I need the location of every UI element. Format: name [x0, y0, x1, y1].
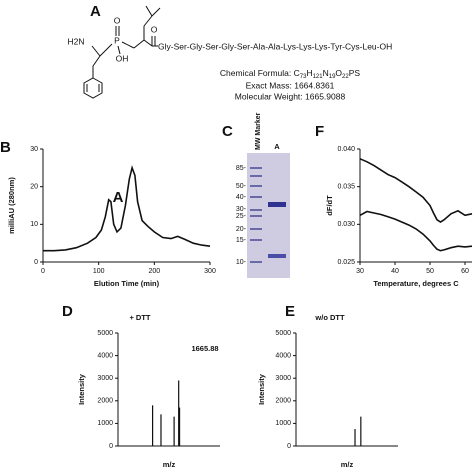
- y-tick-label: 2000: [275, 398, 291, 405]
- x-tick-label: 30: [356, 268, 364, 275]
- x-axis-label: m/z: [163, 460, 176, 469]
- formula-part: 19: [329, 74, 336, 80]
- y-tick-label: 0.030: [337, 221, 355, 228]
- panel-letter: C: [222, 123, 233, 140]
- y-tick-label: 10: [30, 221, 38, 228]
- lane-label: A: [274, 142, 280, 151]
- formula-part: N: [323, 68, 329, 78]
- peptide-sequence: Gly-Ser-Gly-Ser-Gly-Ser-Ala-Ala-Lys-Lys-…: [158, 41, 392, 51]
- y-tick-label: 3000: [275, 375, 291, 382]
- sample-band: [268, 202, 286, 207]
- y-tick-label: 4000: [275, 352, 291, 359]
- formula-part: 22: [342, 74, 349, 80]
- data-line: [43, 165, 211, 252]
- x-tick-label: 200: [148, 268, 160, 275]
- y-tick-label: 30: [30, 146, 38, 153]
- data-line: [359, 158, 473, 224]
- y-tick-label: 0: [109, 443, 113, 450]
- y-tick-label: 5000: [275, 330, 291, 337]
- y-axis-label: dF/dT: [325, 195, 334, 216]
- lane-label: MW Marker: [255, 112, 262, 150]
- marker-label: 40-: [236, 194, 247, 201]
- panel-letter: E: [285, 303, 295, 320]
- panel-letter: B: [0, 139, 11, 156]
- molecular-weight: Molecular Weight: 1665.9088: [235, 91, 346, 101]
- atom: O: [151, 24, 158, 34]
- panel-letter: D: [62, 303, 73, 320]
- formula-part: PS: [349, 68, 361, 78]
- y-axis-label: milliAU (280nm): [7, 177, 16, 234]
- marker-label: 10-: [236, 259, 247, 266]
- formula-part: 121: [313, 74, 324, 80]
- y-tick-label: 0: [34, 259, 38, 266]
- marker-label: 15-: [236, 237, 247, 244]
- chart-title: + DTT: [129, 313, 150, 322]
- y-tick-label: 2000: [97, 398, 113, 405]
- marker-label: 85-: [236, 165, 247, 172]
- y-tick-label: 1000: [97, 420, 113, 427]
- annotation: 1665.88: [191, 344, 218, 353]
- y-tick-label: 0.040: [337, 146, 355, 153]
- marker-label: 50-: [236, 183, 247, 190]
- panel-letter: F: [315, 123, 324, 140]
- x-tick-label: 50: [426, 268, 434, 275]
- exact-mass: Exact Mass: 1664.8361: [246, 80, 335, 90]
- y-tick-label: 0: [287, 443, 291, 450]
- formula: Chemical Formula: C73H121N19O22PS: [220, 68, 360, 79]
- structure: [83, 5, 161, 99]
- y-tick-label: 4000: [97, 352, 113, 359]
- x-tick-label: 100: [93, 268, 105, 275]
- formula-part: H: [306, 68, 312, 78]
- y-tick-label: 20: [30, 184, 38, 191]
- formula-part: O: [335, 68, 342, 78]
- atom: O: [114, 15, 121, 25]
- formula-part: C: [294, 68, 300, 78]
- atom: H2N: [67, 36, 84, 46]
- y-tick-label: 0.025: [337, 259, 355, 266]
- x-tick-label: 300: [204, 268, 216, 275]
- annotation: A: [113, 189, 124, 206]
- sample-band: [268, 254, 286, 258]
- y-axis-label: Intensity: [77, 373, 86, 405]
- chart-title: w/o DTT: [314, 313, 345, 322]
- x-axis-label: Temperature, degrees C: [373, 279, 459, 288]
- atom: P: [114, 35, 120, 45]
- marker-label: 25-: [236, 213, 247, 220]
- x-tick-label: 0: [41, 268, 45, 275]
- y-tick-label: 0.035: [337, 184, 355, 191]
- formula-label: Chemical Formula:: [220, 68, 291, 78]
- marker-label: 20-: [236, 226, 247, 233]
- marker-bands: [250, 167, 262, 263]
- y-tick-label: 3000: [97, 375, 113, 382]
- data-line: [359, 210, 473, 252]
- x-axis-label: m/z: [341, 460, 354, 469]
- panel-letter: A: [90, 3, 101, 20]
- x-tick-label: 60: [461, 268, 469, 275]
- y-tick-label: 5000: [97, 330, 113, 337]
- x-axis-label: Elution Time (min): [94, 279, 160, 288]
- y-axis-label: Intensity: [257, 373, 266, 405]
- formula-part: 73: [300, 74, 307, 80]
- marker-label: 30-: [236, 206, 247, 213]
- x-tick-label: 40: [391, 268, 399, 275]
- atom: OH: [116, 53, 129, 63]
- y-tick-label: 1000: [275, 420, 291, 427]
